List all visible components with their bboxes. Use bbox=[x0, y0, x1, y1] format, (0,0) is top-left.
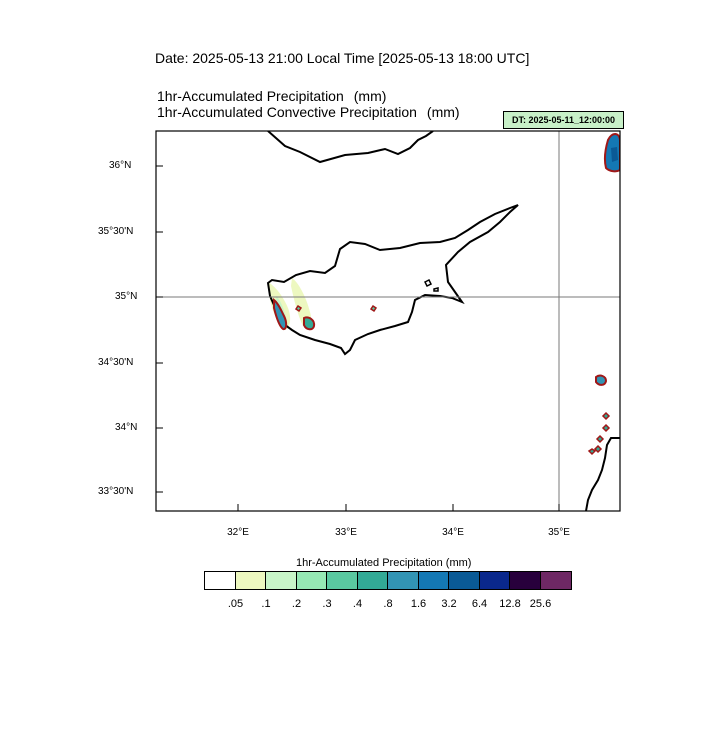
colorbar-swatch bbox=[388, 572, 419, 589]
field-name: 1hr-Accumulated Precipitation bbox=[157, 88, 344, 104]
colorbar-swatch bbox=[449, 572, 480, 589]
lat-label: 36°N bbox=[109, 160, 132, 171]
convective-cell bbox=[303, 316, 316, 331]
colorbar-label: .2 bbox=[291, 598, 302, 610]
colorbar-label: 1.6 bbox=[410, 598, 427, 610]
map-frame bbox=[155, 130, 621, 512]
cyprus-islet bbox=[423, 278, 433, 288]
lat-label: 35°30'N bbox=[98, 226, 134, 237]
turkey-coastline bbox=[267, 131, 434, 164]
colorbar-label: 12.8 bbox=[499, 598, 521, 610]
colorbar-swatch bbox=[266, 572, 297, 589]
convective-cell bbox=[294, 304, 303, 313]
colorbar-label: .8 bbox=[383, 598, 393, 610]
colorbar-label: 25.6 bbox=[529, 598, 552, 610]
colorbar-label: .1 bbox=[261, 598, 271, 610]
colorbar bbox=[204, 571, 572, 590]
lat-label: 35°N bbox=[115, 291, 138, 302]
colorbar-swatch bbox=[296, 572, 327, 589]
field-title-precipitation: 1hr-Accumulated Precipitation (mm) bbox=[157, 88, 386, 104]
levant-coastline bbox=[585, 437, 620, 511]
lon-label: 32°E bbox=[227, 527, 249, 538]
colorbar-title: 1hr-Accumulated Precipitation (mm) bbox=[296, 557, 472, 569]
axis-ticks bbox=[156, 165, 560, 511]
convective-cell bbox=[593, 444, 603, 454]
convective-cell bbox=[273, 297, 288, 331]
field-title-convective: 1hr-Accumulated Convective Precipitation… bbox=[157, 104, 460, 120]
field-unit: (mm) bbox=[426, 104, 460, 120]
date-title: Date: 2025-05-13 21:00 Local Time [2025-… bbox=[155, 50, 530, 66]
colorbar-swatch bbox=[510, 572, 541, 589]
colorbar-swatch bbox=[357, 572, 388, 589]
colorbar-label: 3.2 bbox=[441, 598, 457, 610]
cyprus-islet bbox=[433, 287, 439, 292]
convective-cell bbox=[369, 304, 378, 313]
colorbar-swatch bbox=[327, 572, 358, 589]
colorbar-swatch bbox=[235, 572, 266, 589]
convective-cell bbox=[601, 423, 611, 433]
colorbar-swatch bbox=[540, 572, 571, 589]
field-name: 1hr-Accumulated Convective Precipitation bbox=[157, 104, 417, 120]
lat-label: 34°30'N bbox=[98, 357, 134, 368]
colorbar-swatch bbox=[205, 572, 236, 589]
colorbar-label: .4 bbox=[352, 598, 363, 610]
lat-label: 33°30'N bbox=[98, 486, 134, 497]
cyprus-coastline bbox=[266, 204, 519, 356]
convective-cell bbox=[601, 411, 611, 421]
colorbar-label: 6.4 bbox=[471, 598, 488, 610]
lon-label: 34°E bbox=[442, 527, 464, 538]
forecast-init-badge: DT: 2025-05-11_12:00:00 bbox=[503, 111, 624, 129]
convective-cell bbox=[595, 434, 605, 444]
lat-label: 34°N bbox=[115, 422, 138, 433]
colorbar-swatch bbox=[479, 572, 510, 589]
light-precip-area bbox=[291, 278, 312, 327]
field-unit: (mm) bbox=[353, 88, 387, 104]
convective-cell bbox=[595, 374, 608, 386]
colorbar-label: .05 bbox=[227, 598, 244, 610]
colorbar-swatch bbox=[418, 572, 449, 589]
lon-label: 35°E bbox=[548, 527, 570, 538]
colorbar-label: .3 bbox=[322, 598, 332, 610]
convective-cell bbox=[611, 147, 618, 162]
convective-cell bbox=[587, 448, 597, 456]
lon-label: 33°E bbox=[335, 527, 357, 538]
